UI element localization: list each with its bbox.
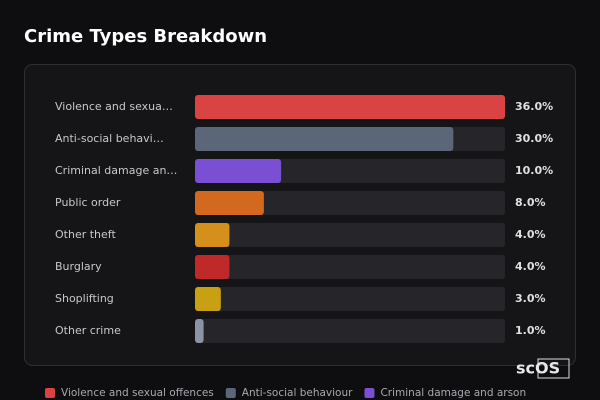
bar bbox=[195, 255, 230, 279]
category-label: Other theft bbox=[55, 228, 116, 241]
legend-label: Violence and sexual offences bbox=[61, 387, 214, 399]
bar bbox=[195, 319, 204, 343]
value-label: 1.0% bbox=[515, 324, 546, 337]
legend-swatch bbox=[45, 388, 55, 398]
bar bbox=[195, 95, 505, 119]
value-label: 30.0% bbox=[515, 132, 553, 145]
category-label: Public order bbox=[55, 196, 121, 209]
value-label: 4.0% bbox=[515, 228, 546, 241]
bar-track bbox=[195, 319, 505, 343]
bar-track bbox=[195, 255, 505, 279]
chart-title: Crime Types Breakdown bbox=[24, 26, 267, 47]
value-label: 36.0% bbox=[515, 100, 553, 113]
value-label: 3.0% bbox=[515, 292, 546, 305]
value-label: 10.0% bbox=[515, 164, 553, 177]
legend-swatch bbox=[364, 388, 375, 398]
watermark-box bbox=[537, 358, 570, 379]
category-label: Burglary bbox=[55, 260, 102, 273]
legend-label: Criminal damage and arson bbox=[380, 387, 526, 399]
bar bbox=[195, 191, 264, 215]
bar bbox=[195, 287, 221, 311]
bar-track bbox=[195, 287, 505, 311]
category-label: Criminal damage an… bbox=[55, 164, 177, 177]
bar bbox=[195, 127, 454, 151]
category-label: Other crime bbox=[55, 324, 121, 337]
bar-track bbox=[195, 223, 505, 247]
bar bbox=[195, 159, 282, 183]
legend-label: Anti-social behaviour bbox=[242, 387, 353, 399]
bar-track bbox=[195, 191, 505, 215]
legend-swatch bbox=[225, 388, 236, 398]
category-label: Anti-social behavi… bbox=[55, 132, 164, 145]
bar bbox=[195, 223, 230, 247]
category-label: Shoplifting bbox=[55, 292, 114, 305]
watermark: scOS bbox=[516, 359, 560, 378]
value-label: 8.0% bbox=[515, 196, 546, 209]
value-label: 4.0% bbox=[515, 260, 546, 273]
category-label: Violence and sexua… bbox=[55, 100, 173, 113]
